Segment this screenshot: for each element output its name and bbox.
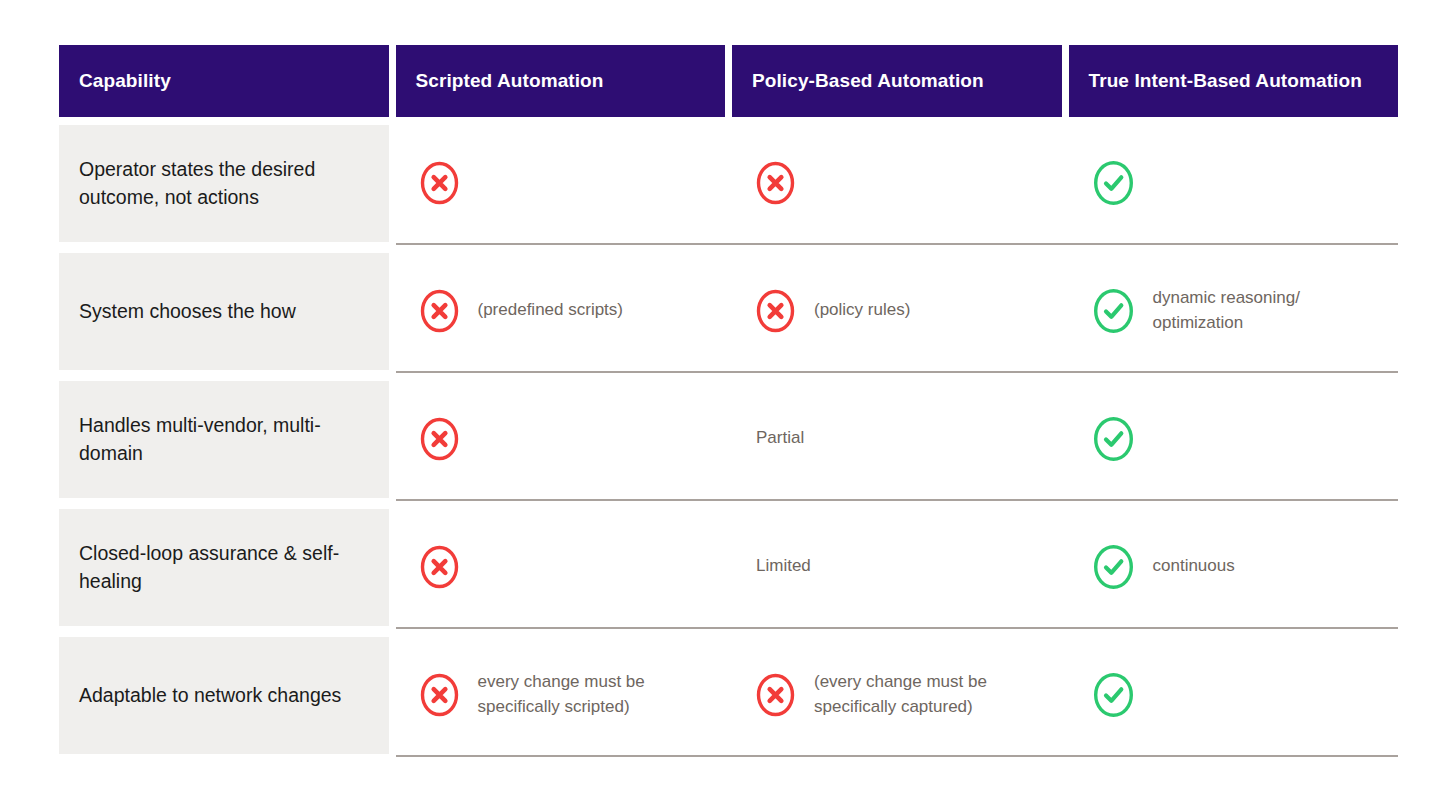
table-header: Capability Scripted Automation Policy-Ba… (59, 45, 1398, 117)
scripted-cell (396, 381, 726, 499)
policy-cell (732, 125, 1062, 243)
cross-icon (756, 673, 795, 717)
policy-cell: Partial (732, 381, 1062, 499)
row-data-area: Limited continuous (396, 509, 1399, 629)
row-data-area: (predefined scripts) (policy rules) dyna… (396, 253, 1399, 373)
check-icon (1093, 544, 1134, 590)
cross-icon (420, 289, 459, 333)
cell-note: Limited (756, 554, 811, 579)
intent-cell (1069, 637, 1399, 755)
table-row: Adaptable to network changes every chang… (59, 637, 1398, 757)
policy-cell: Limited (732, 509, 1062, 627)
scripted-cell (396, 125, 726, 243)
capability-cell: Operator states the desired outcome, not… (59, 125, 389, 242)
table-row: Handles multi-vendor, multi-domain Parti… (59, 381, 1398, 501)
scripted-cell: (predefined scripts) (396, 253, 726, 371)
cell-note: dynamic reasoning/ optimization (1153, 286, 1300, 335)
cell-note: (predefined scripts) (478, 298, 624, 323)
cell-note: (policy rules) (814, 298, 910, 323)
cell-note: continuous (1153, 554, 1235, 579)
cross-icon (756, 161, 795, 205)
scripted-cell: every change must be specifically script… (396, 637, 726, 755)
capability-cell: Handles multi-vendor, multi-domain (59, 381, 389, 498)
table-row: Closed-loop assurance & self-healing Lim… (59, 509, 1398, 629)
intent-cell: continuous (1069, 509, 1399, 627)
scripted-cell (396, 509, 726, 627)
cell-note: every change must be specifically script… (478, 670, 645, 719)
cross-icon (420, 417, 459, 461)
check-icon (1093, 288, 1134, 334)
intent-cell (1069, 125, 1399, 243)
table-row: System chooses the how (predefined scrip… (59, 253, 1398, 373)
intent-cell (1069, 381, 1399, 499)
cross-icon (756, 289, 795, 333)
comparison-table: Capability Scripted Automation Policy-Ba… (59, 45, 1398, 757)
check-icon (1093, 416, 1134, 462)
cell-note: Partial (756, 426, 804, 451)
header-policy-based-automation: Policy-Based Automation (732, 45, 1062, 117)
row-data-area: Partial (396, 381, 1399, 501)
intent-cell: dynamic reasoning/ optimization (1069, 253, 1399, 371)
header-capability: Capability (59, 45, 389, 117)
capability-cell: Closed-loop assurance & self-healing (59, 509, 389, 626)
cross-icon (420, 673, 459, 717)
header-true-intent-based-automation: True Intent-Based Automation (1069, 45, 1399, 117)
cross-icon (420, 545, 459, 589)
policy-cell: (policy rules) (732, 253, 1062, 371)
cross-icon (420, 161, 459, 205)
capability-cell: Adaptable to network changes (59, 637, 389, 754)
cell-note: (every change must be specifically captu… (814, 670, 987, 719)
capability-cell: System chooses the how (59, 253, 389, 370)
row-data-area (396, 125, 1399, 245)
header-scripted-automation: Scripted Automation (396, 45, 726, 117)
table-row: Operator states the desired outcome, not… (59, 125, 1398, 245)
row-data-area: every change must be specifically script… (396, 637, 1399, 757)
check-icon (1093, 672, 1134, 718)
policy-cell: (every change must be specifically captu… (732, 637, 1062, 755)
check-icon (1093, 160, 1134, 206)
